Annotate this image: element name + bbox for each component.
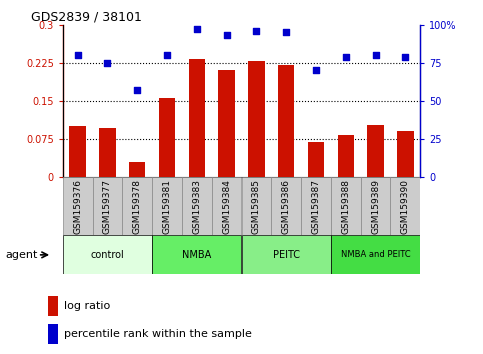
Bar <box>331 177 361 235</box>
Bar <box>63 235 152 274</box>
Text: log ratio: log ratio <box>64 301 110 311</box>
Bar <box>159 98 175 177</box>
Point <box>104 60 112 66</box>
Point <box>253 28 260 34</box>
Point <box>163 52 171 58</box>
Text: GSM159385: GSM159385 <box>252 179 261 234</box>
Bar <box>48 324 58 344</box>
Text: GSM159377: GSM159377 <box>103 179 112 234</box>
Bar <box>242 177 271 235</box>
Point <box>282 30 290 35</box>
Point <box>223 33 230 38</box>
Text: GSM159389: GSM159389 <box>371 179 380 234</box>
Bar <box>338 135 354 177</box>
Text: GSM159378: GSM159378 <box>133 179 142 234</box>
Bar <box>308 143 324 177</box>
Text: GSM159387: GSM159387 <box>312 179 320 234</box>
Bar <box>397 131 413 177</box>
Point <box>401 54 409 59</box>
Bar <box>189 59 205 177</box>
Bar <box>212 177 242 235</box>
Text: agent: agent <box>5 250 38 260</box>
Text: NMBA and PEITC: NMBA and PEITC <box>341 250 411 259</box>
Bar <box>182 177 212 235</box>
Text: control: control <box>91 250 124 260</box>
Bar <box>301 177 331 235</box>
Bar <box>390 177 420 235</box>
Text: GSM159386: GSM159386 <box>282 179 291 234</box>
Bar <box>248 61 265 177</box>
Bar <box>242 235 331 274</box>
Bar <box>129 162 145 177</box>
Bar <box>331 235 420 274</box>
Text: GSM159376: GSM159376 <box>73 179 82 234</box>
Point <box>342 54 350 59</box>
Bar <box>93 177 122 235</box>
Point <box>193 27 201 32</box>
Text: GSM159388: GSM159388 <box>341 179 350 234</box>
Bar <box>218 70 235 177</box>
Text: percentile rank within the sample: percentile rank within the sample <box>64 330 252 339</box>
Point <box>74 52 82 58</box>
Point <box>312 68 320 73</box>
Point <box>133 87 141 93</box>
Bar <box>152 177 182 235</box>
Bar <box>48 296 58 316</box>
Bar <box>152 235 242 274</box>
Text: GSM159390: GSM159390 <box>401 179 410 234</box>
Bar <box>70 126 86 177</box>
Bar <box>63 177 93 235</box>
Point <box>372 52 380 58</box>
Bar <box>368 125 384 177</box>
Text: GDS2839 / 38101: GDS2839 / 38101 <box>30 11 142 24</box>
Bar <box>278 65 294 177</box>
Bar <box>271 177 301 235</box>
Text: PEITC: PEITC <box>273 250 299 260</box>
Bar <box>361 177 390 235</box>
Text: GSM159381: GSM159381 <box>163 179 171 234</box>
Text: NMBA: NMBA <box>182 250 212 260</box>
Bar <box>122 177 152 235</box>
Bar <box>99 128 115 177</box>
Text: GSM159383: GSM159383 <box>192 179 201 234</box>
Text: GSM159384: GSM159384 <box>222 179 231 234</box>
